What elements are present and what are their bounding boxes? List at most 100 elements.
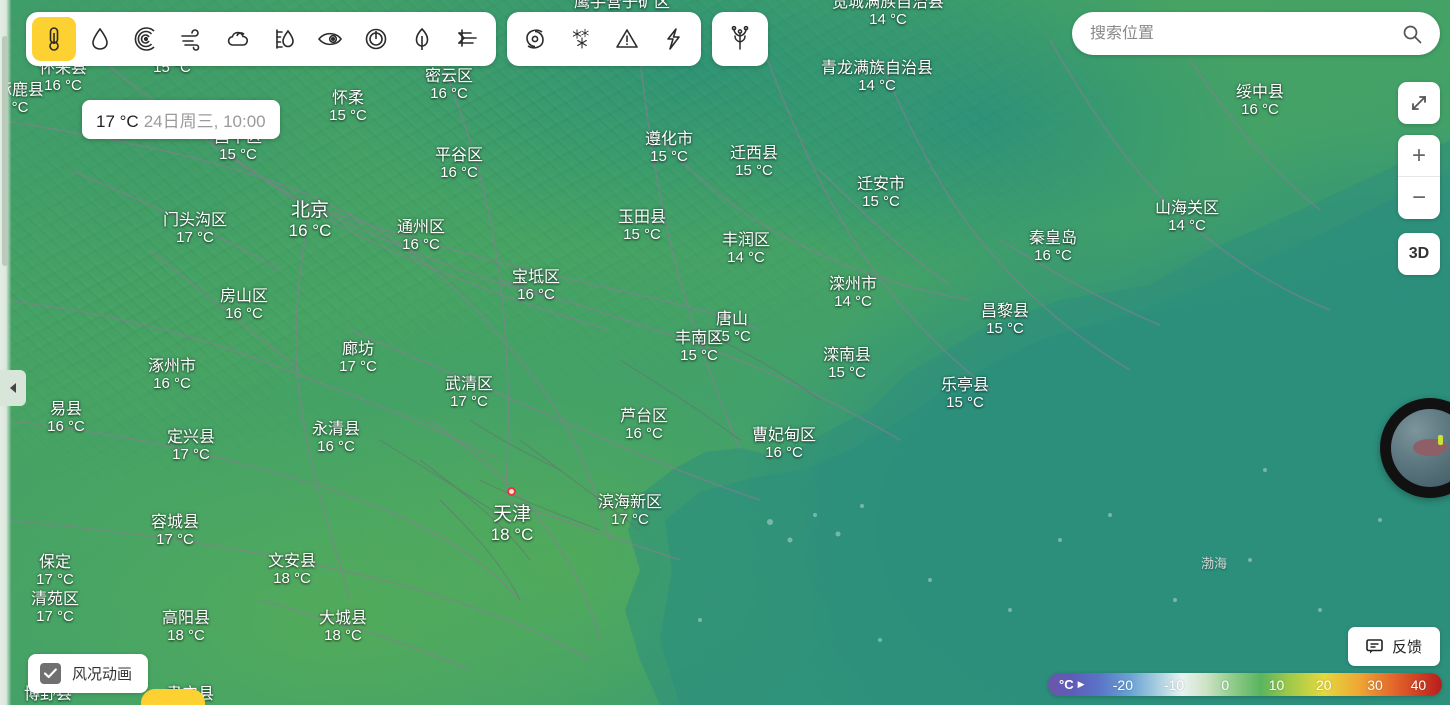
map-label-city[interactable]: 芦台区 16 °C [620, 408, 668, 443]
city-temperature: 16 °C [1034, 246, 1072, 264]
pollen-plant-icon[interactable] [718, 17, 762, 61]
map-label-city[interactable]: 定兴县 17 °C [167, 429, 215, 464]
visibility-eye-icon[interactable] [308, 17, 352, 61]
panel-collapse-toggle[interactable] [0, 370, 26, 406]
map-label-city[interactable]: 清苑区 17 °C [31, 591, 79, 626]
map-label-city[interactable]: 迁安市 15 °C [857, 176, 905, 211]
city-name: 丰南区 [674, 330, 724, 347]
map-label-city[interactable]: 遵化市 15 °C [645, 131, 693, 166]
map-label-city[interactable]: 昌黎县 15 °C [981, 303, 1029, 338]
map-label-city[interactable]: 玉田县 15 °C [618, 209, 666, 244]
map-label-city[interactable]: 绥中县 16 °C [1236, 84, 1284, 119]
legend-unit[interactable]: °C ▶ [1048, 673, 1094, 696]
radar-icon[interactable] [124, 17, 168, 61]
cloud-icon[interactable] [216, 17, 260, 61]
checkmark-icon [44, 668, 57, 679]
map-label-city[interactable]: 门头沟区 17 °C [163, 212, 227, 247]
city-temperature: 15 °C [650, 147, 688, 165]
city-name: 武清区 [444, 376, 494, 393]
map-label-city[interactable]: 青龙满族自治县 14 °C [821, 60, 933, 95]
map-label-city[interactable]: 迁西县 15 °C [730, 145, 778, 180]
sea-name: 渤海 [1200, 556, 1228, 571]
map-label-city[interactable]: 宝坻区 16 °C [512, 269, 560, 304]
map-label-city[interactable]: 易县 16 °C [47, 401, 85, 436]
map-label-city[interactable]: 高阳县 18 °C [162, 610, 210, 645]
layers-icon[interactable] [446, 17, 490, 61]
city-name: 迁西县 [729, 145, 779, 162]
search-icon[interactable] [1402, 24, 1422, 44]
map-label-city[interactable]: 唐山 15 °C [713, 311, 751, 346]
wind-animation-checkbox[interactable] [40, 663, 61, 684]
map-label-city[interactable]: 容城县 17 °C [151, 514, 199, 549]
legend-arrow-icon[interactable]: ▶ [1077, 679, 1085, 689]
map-label-city[interactable]: 丰润区 14 °C [722, 232, 770, 267]
map-label-city[interactable]: 鹰手营子矿区 [574, 0, 670, 12]
lightning-icon[interactable] [651, 17, 695, 61]
map-label-city[interactable]: 廊坊 17 °C [339, 341, 377, 376]
zoom-out-button[interactable]: − [1411, 184, 1426, 211]
city-name: 通州区 [396, 219, 446, 236]
layer-toolbar-primary[interactable] [26, 12, 496, 66]
feedback-button[interactable]: 反馈 [1347, 627, 1440, 666]
map-label-city[interactable]: 涿鹿县 °C [0, 82, 44, 117]
current-location-marker[interactable] [507, 487, 516, 496]
city-temperature: 17 °C [611, 510, 649, 528]
zoom-controls[interactable]: + − [1398, 135, 1440, 219]
city-temperature: 16 °C [288, 221, 332, 241]
map-label-city[interactable]: 武清区 17 °C [445, 376, 493, 411]
map-label-city[interactable]: 密云区 16 °C [425, 68, 473, 103]
humidity-icon[interactable] [262, 17, 306, 61]
hurricane-icon[interactable] [513, 17, 557, 61]
air-quality-leaf-icon[interactable] [400, 17, 444, 61]
map-label-city[interactable]: 通州区 16 °C [397, 219, 445, 254]
city-temperature: 16 °C [225, 304, 263, 322]
search-input[interactable] [1090, 24, 1402, 43]
map-label-city[interactable]: 永清县 16 °C [312, 421, 360, 456]
city-name: 滦南县 [822, 347, 872, 364]
side-panel-scrollbar[interactable] [2, 36, 8, 266]
layer-toolbar-secondary[interactable] [507, 12, 701, 66]
wind-icon[interactable] [170, 17, 214, 61]
map-label-city[interactable]: 滨海新区 17 °C [598, 494, 662, 529]
zoom-in-button[interactable]: + [1398, 135, 1440, 177]
map-label-city[interactable]: 保定 17 °C [36, 554, 74, 589]
map-label-city[interactable]: 曹妃甸区 16 °C [752, 427, 816, 462]
map-label-city[interactable]: 大城县 18 °C [319, 610, 367, 645]
map-label-city[interactable]: 房山区 16 °C [220, 288, 268, 323]
map-label-city[interactable]: 丰南区 15 °C [675, 330, 723, 365]
layer-toolbar-pollen[interactable] [712, 12, 768, 66]
map-label-city[interactable]: 平谷区 16 °C [435, 147, 483, 182]
map-label-city[interactable]: 滦州市 14 °C [829, 276, 877, 311]
map-label-city[interactable]: 北京 16 °C [289, 200, 332, 240]
map-label-city[interactable]: 涿州市 16 °C [148, 358, 196, 393]
snowflake-icon[interactable] [559, 17, 603, 61]
pressure-gauge-icon[interactable] [354, 17, 398, 61]
three-d-button[interactable]: 3D [1398, 233, 1440, 275]
map-label-city[interactable]: 山海关区 14 °C [1155, 200, 1219, 235]
city-temperature: 17 °C [172, 445, 210, 463]
city-temperature: 15 °C [329, 106, 367, 124]
timeline-handle[interactable] [141, 689, 205, 705]
city-name: 滨海新区 [597, 494, 663, 511]
thermometer-icon[interactable] [32, 17, 76, 61]
wind-animation-toggle[interactable]: 风况动画 [28, 654, 149, 693]
city-temperature: 18 °C [324, 626, 362, 644]
map-label-city[interactable]: 滦南县 15 °C [823, 347, 871, 382]
temperature-legend[interactable]: °C ▶ -20 -10 0 10 20 30 40 [1048, 673, 1442, 696]
fullscreen-button[interactable] [1398, 82, 1440, 124]
map-label-city[interactable]: 秦皇岛 16 °C [1029, 230, 1077, 265]
city-temperature: 17 °C [36, 570, 74, 588]
map-label-city[interactable]: 乐亭县 15 °C [941, 377, 989, 412]
city-temperature: 16 °C [625, 424, 663, 442]
city-name: 北京 [290, 200, 329, 221]
city-name: 门头沟区 [162, 212, 228, 229]
raindrop-icon[interactable] [78, 17, 122, 61]
search-box[interactable] [1072, 12, 1440, 55]
map-label-city[interactable]: 天津 18 °C [491, 504, 534, 544]
warning-triangle-icon[interactable] [605, 17, 649, 61]
map-label-city[interactable]: 文安县 18 °C [268, 553, 316, 588]
city-name: 涿州市 [147, 358, 197, 375]
map-label-city[interactable]: 宽城满族自治县 14 °C [832, 0, 944, 29]
legend-tick-label: 40 [1410, 676, 1427, 693]
map-label-city[interactable]: 怀柔 15 °C [329, 90, 367, 125]
